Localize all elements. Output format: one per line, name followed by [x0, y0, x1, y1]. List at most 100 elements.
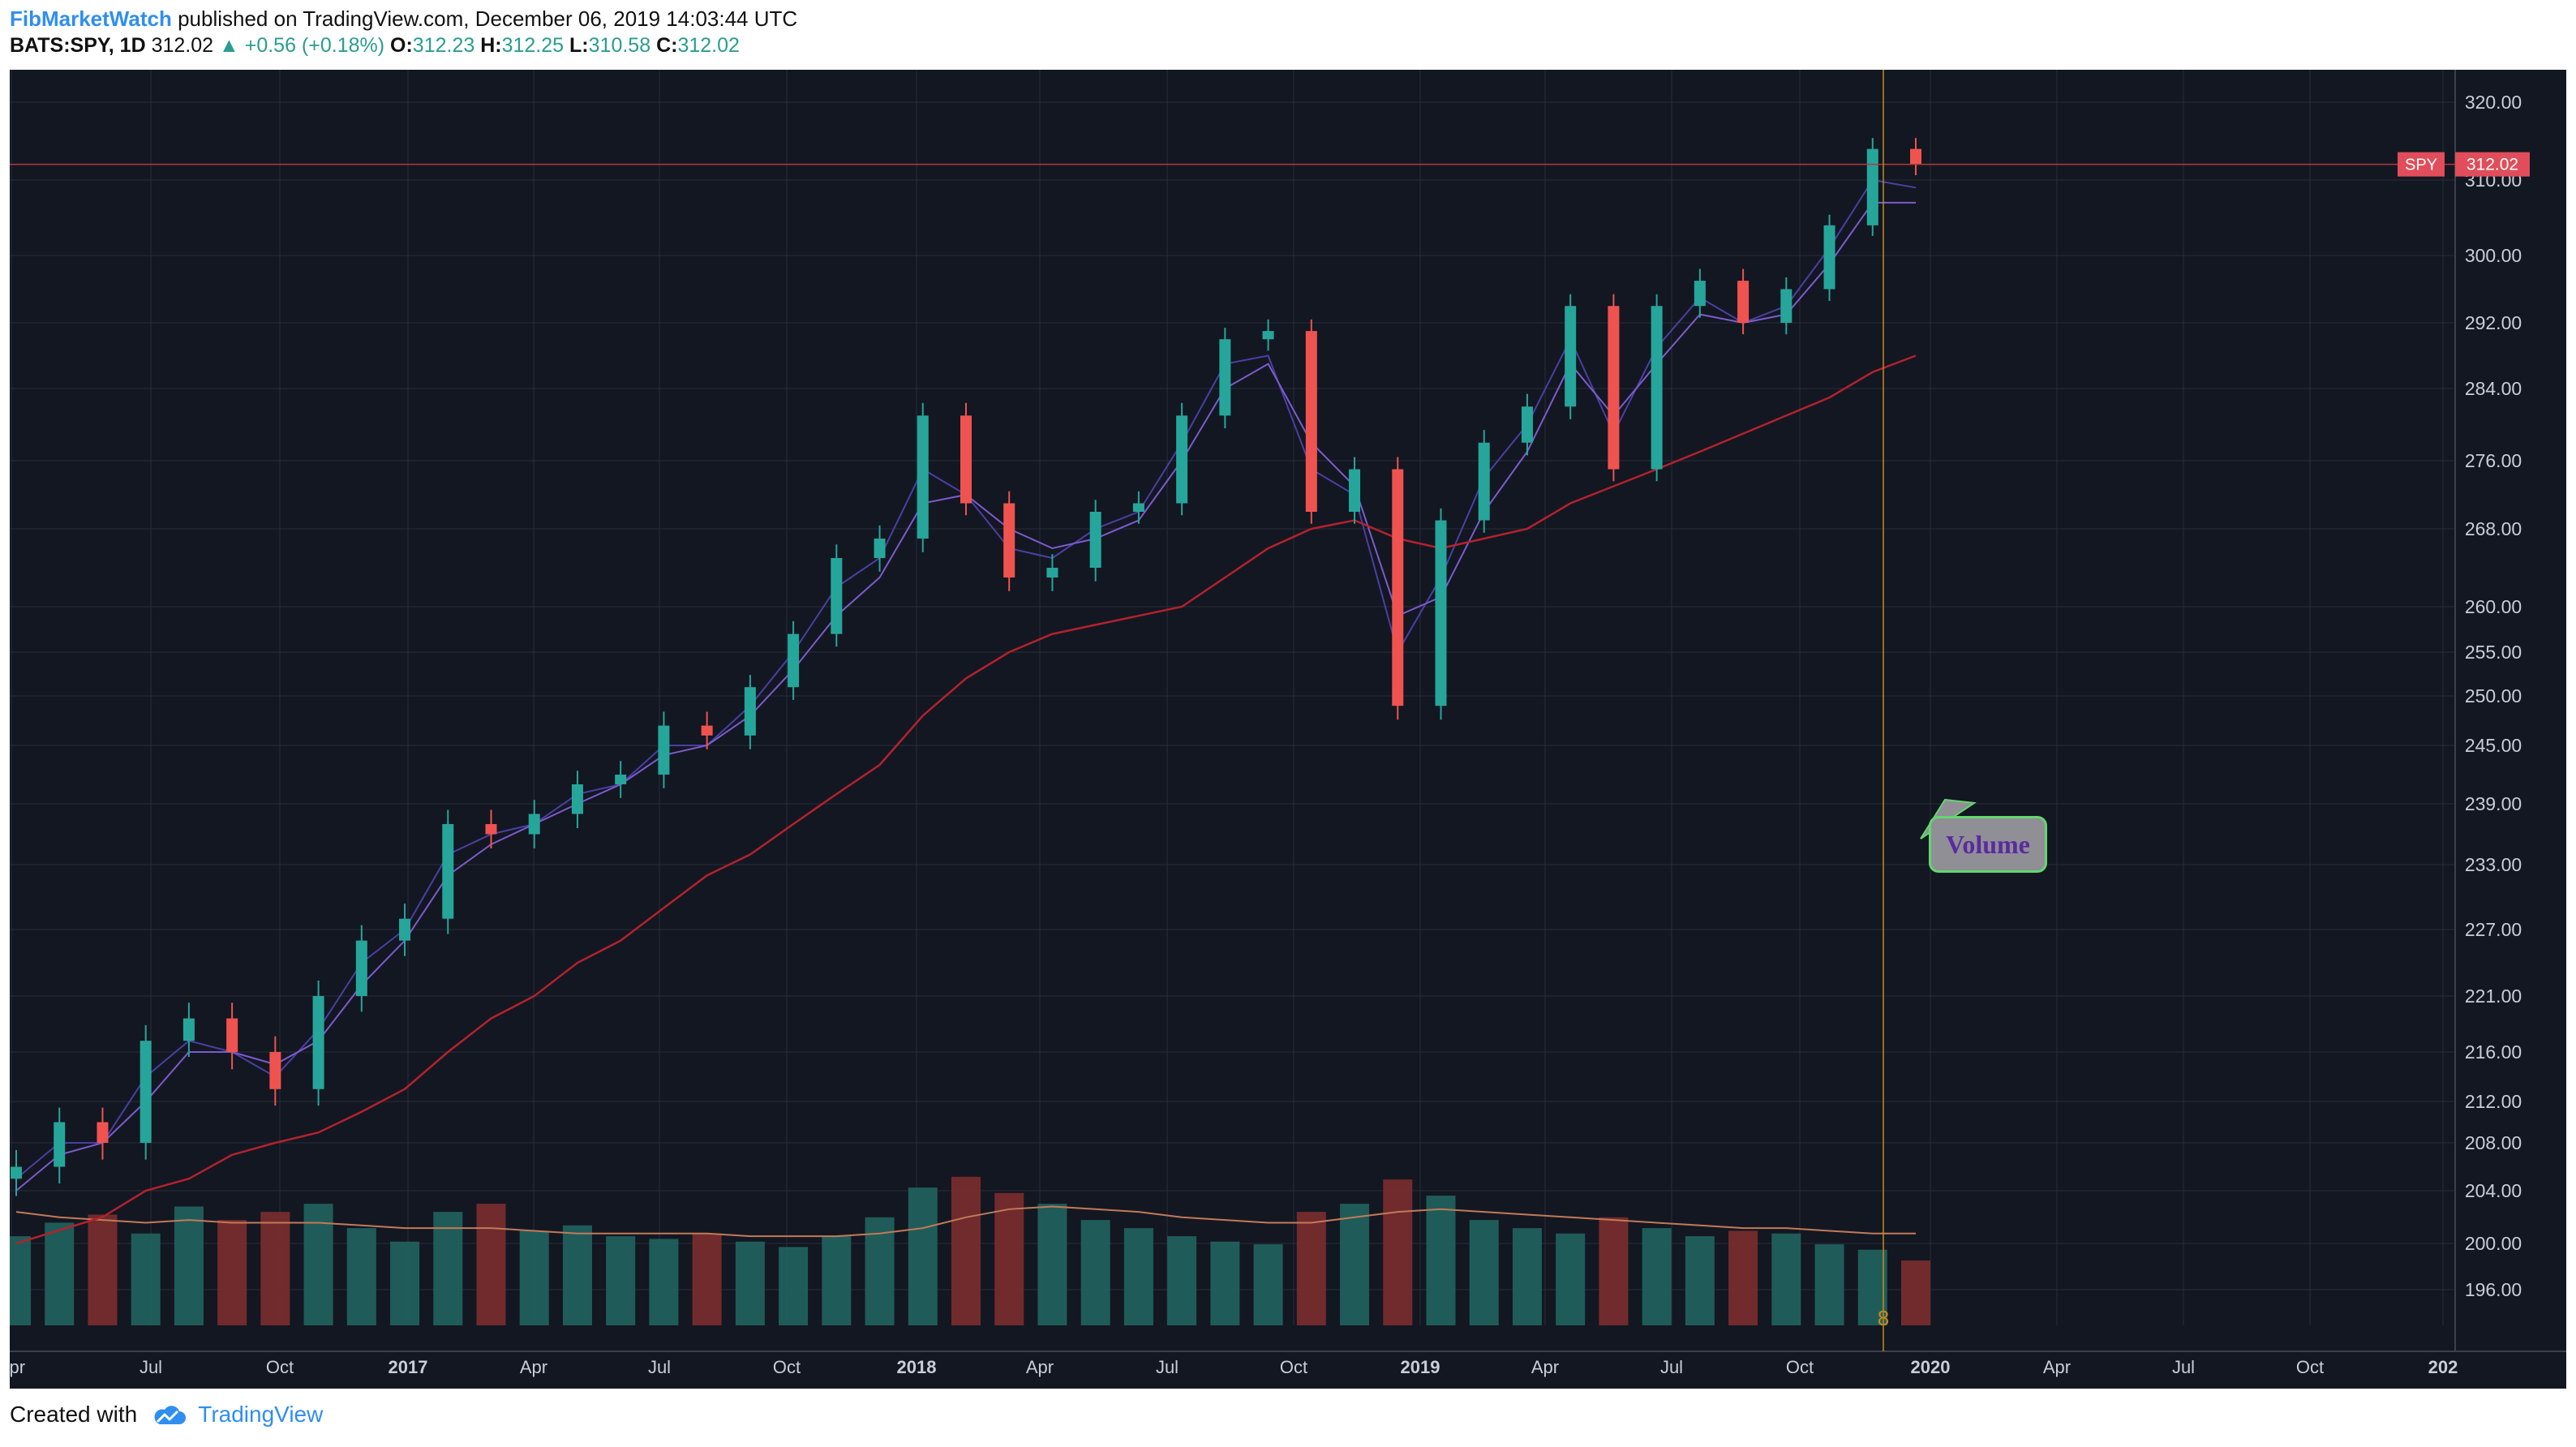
x-axis-tick-label: Oct	[773, 1357, 801, 1377]
y-axis-tick-label: 239.00	[2465, 793, 2522, 814]
y-axis-tick-label: 245.00	[2465, 735, 2522, 756]
candle-body	[658, 725, 670, 775]
volume-bar	[10, 1236, 31, 1325]
volume-bar	[692, 1233, 722, 1325]
volume-bar	[1728, 1230, 1758, 1325]
volume-bar	[562, 1225, 592, 1325]
x-axis-tick-label: Jul	[648, 1357, 671, 1377]
volume-moving-average-line	[15, 1205, 1916, 1238]
top-info-bar: FibMarketWatch published on TradingView.…	[0, 0, 2576, 68]
volume-bar	[217, 1220, 247, 1325]
chart-background	[10, 70, 2566, 1389]
candle-body	[1219, 339, 1231, 416]
volume-bar	[822, 1236, 852, 1325]
candle-body	[485, 824, 497, 835]
volume-bar	[45, 1222, 75, 1325]
volume-bar	[1512, 1228, 1542, 1325]
y-axis-tick-label: 233.00	[2465, 854, 2522, 875]
price-change: +0.56 (+0.18%)	[244, 34, 385, 57]
volume-bar	[1814, 1244, 1844, 1325]
volume-bar	[174, 1206, 204, 1325]
symbol-label: BATS:SPY, 1D	[10, 34, 146, 57]
volume-bar	[1080, 1220, 1110, 1325]
open-label: O:	[390, 34, 413, 57]
x-axis-tick-label: 2019	[1401, 1357, 1440, 1377]
volume-bar	[390, 1241, 420, 1325]
volume-bar	[476, 1204, 506, 1325]
candle-body	[1046, 568, 1058, 578]
volume-bar	[994, 1192, 1024, 1325]
candle-body	[1435, 520, 1447, 706]
candle-body	[1478, 442, 1490, 521]
y-axis-tick-label: 204.00	[2465, 1180, 2522, 1201]
volume-bar	[131, 1233, 161, 1325]
x-axis-tick-label: Jul	[1156, 1357, 1179, 1377]
volume-bar	[1340, 1204, 1370, 1325]
y-axis-tick-label: 208.00	[2465, 1132, 2522, 1153]
candle-body	[442, 824, 454, 919]
symbol-tag: SPY	[2405, 157, 2437, 174]
x-axis-tick-label: 2018	[897, 1357, 937, 1377]
volume-bar	[519, 1230, 549, 1325]
volume-bar	[88, 1214, 118, 1325]
volume-bar	[260, 1212, 290, 1325]
candle-body	[1003, 503, 1015, 578]
candle-body	[1392, 469, 1404, 706]
volume-bar	[1469, 1220, 1499, 1325]
price-chart[interactable]: 320.00310.00300.00292.00284.00276.00268.…	[10, 70, 2566, 1389]
x-axis-tick-label: 202	[2428, 1357, 2458, 1377]
volume-bar	[1556, 1233, 1586, 1325]
candle-body	[11, 1166, 22, 1179]
candle-body	[1176, 415, 1188, 504]
y-axis-tick-label: 255.00	[2465, 642, 2522, 663]
x-axis-tick-label: Oct	[266, 1357, 294, 1377]
x-axis-tick-label: Oct	[1280, 1357, 1307, 1377]
volume-bar	[735, 1241, 765, 1325]
x-axis-tick-label: Apr	[520, 1357, 547, 1377]
volume-bar	[951, 1176, 981, 1325]
y-axis-tick-label: 221.00	[2465, 985, 2522, 1007]
publisher-name[interactable]: FibMarketWatch	[10, 6, 172, 31]
volume-bar	[1037, 1204, 1067, 1325]
candle-body	[788, 633, 800, 688]
candle-body	[874, 539, 886, 558]
x-axis-tick-label: Oct	[2296, 1357, 2324, 1377]
x-axis-tick-label: Jul	[140, 1357, 162, 1377]
volume-bar	[908, 1187, 938, 1325]
high-value: 312.25	[501, 34, 565, 57]
volume-bar	[1642, 1228, 1672, 1325]
chart-panel[interactable]: 320.00 310.00 300.00 292.00 284.00 276.00 268.…	[10, 70, 2566, 1389]
candle-body	[528, 814, 540, 835]
created-with-label: Created with	[10, 1402, 138, 1427]
candle-body	[1780, 289, 1792, 323]
candle-body	[54, 1122, 66, 1167]
y-axis-tick-label: 196.00	[2465, 1279, 2522, 1300]
y-axis-tick-label: 268.00	[2465, 518, 2522, 539]
tradingview-link[interactable]: TradingView	[198, 1402, 324, 1427]
volume-bar	[1296, 1212, 1326, 1325]
volume-bar	[1857, 1249, 1887, 1325]
candle-body	[399, 918, 411, 941]
candle-body	[1132, 503, 1144, 512]
volume-bar	[1771, 1233, 1801, 1325]
candle-body	[226, 1018, 238, 1052]
low-value: 310.58	[588, 34, 651, 57]
footer: Created with TradingView	[10, 1402, 323, 1428]
candle-body	[269, 1052, 281, 1089]
y-axis-tick-label: 250.00	[2465, 685, 2522, 706]
candle-body	[1866, 148, 1878, 225]
candle-body	[1608, 306, 1620, 470]
candle-body	[831, 558, 843, 634]
publish-line: FibMarketWatch published on TradingView.…	[10, 6, 797, 32]
y-axis-tick-label: 292.00	[2465, 312, 2522, 333]
published-text: published on TradingView.com, December 0…	[178, 6, 798, 31]
volume-bar	[1210, 1241, 1240, 1325]
close-label: C:	[656, 34, 678, 57]
y-axis-tick-label: 227.00	[2465, 919, 2522, 940]
y-axis-tick-label: 276.00	[2465, 450, 2522, 471]
volume-bar	[1901, 1260, 1930, 1325]
symbol-tag-box	[2398, 152, 2445, 177]
candle-body	[1349, 469, 1361, 512]
up-arrow-icon: ▲	[219, 34, 239, 57]
candle-body	[1737, 281, 1750, 323]
